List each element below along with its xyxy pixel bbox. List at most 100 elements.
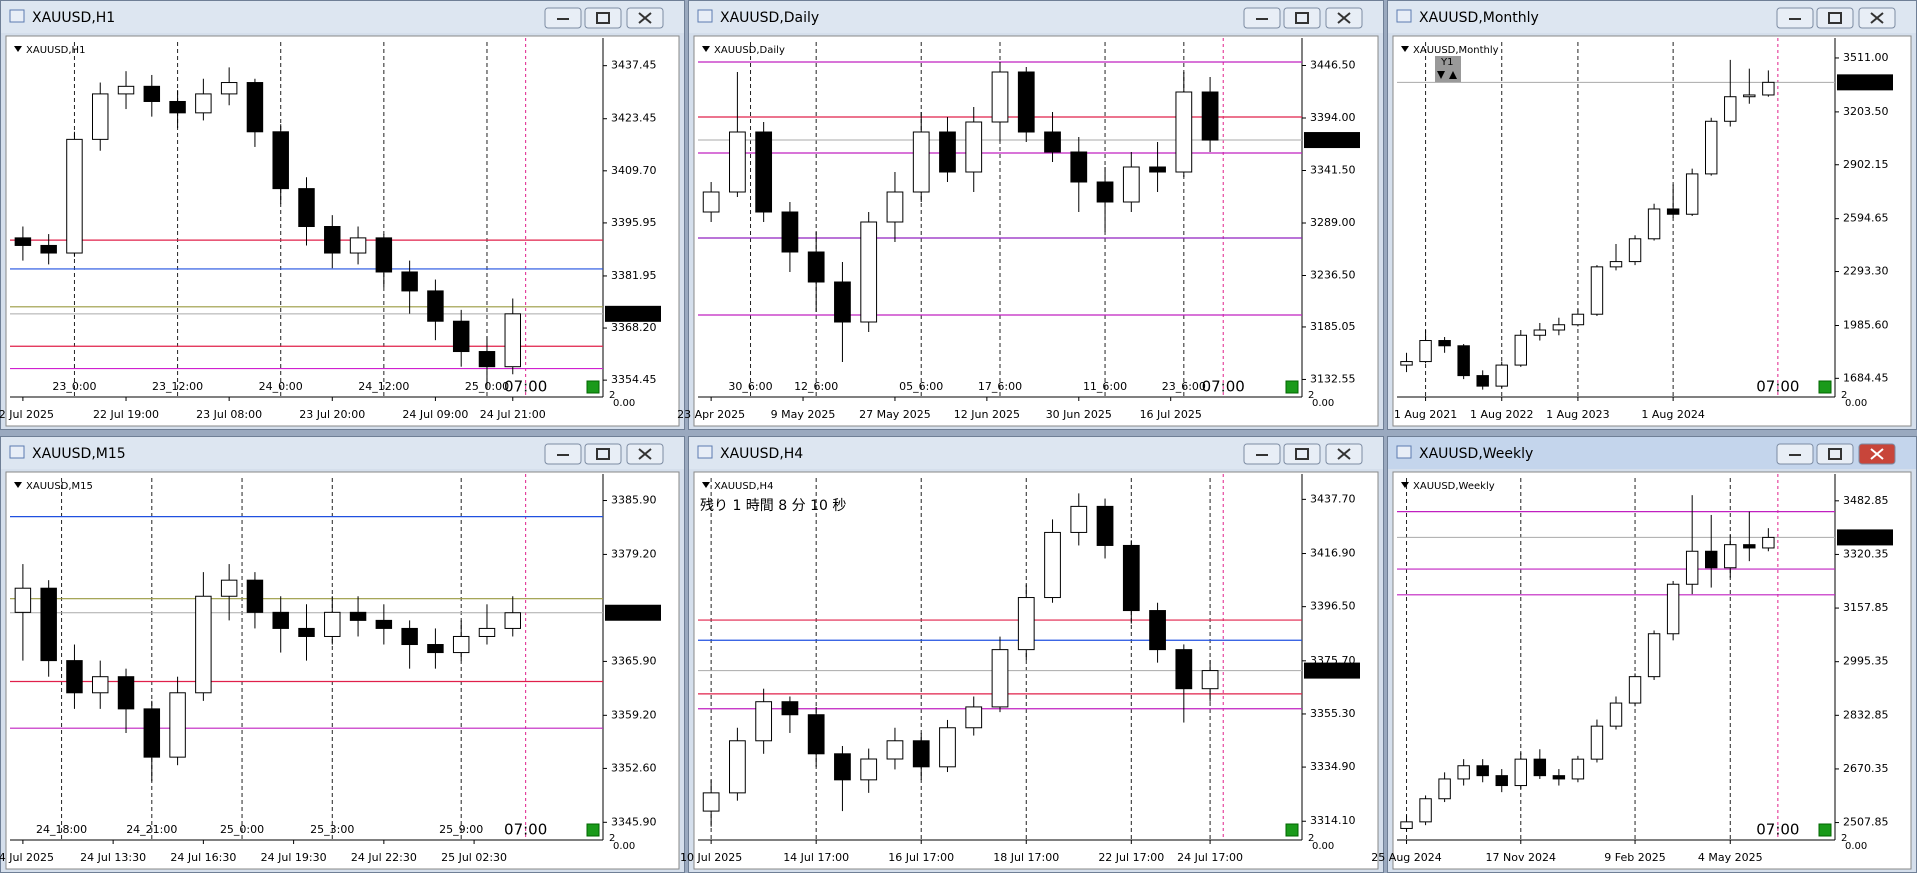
candle-body: [169, 100, 186, 114]
x-tick-label: 24 Jul 22:30: [351, 851, 417, 864]
candle-body: [1590, 266, 1604, 315]
status-indicator: [1285, 380, 1299, 394]
candle-body: [1122, 166, 1140, 203]
candle-body: [14, 237, 32, 246]
candle-body: [755, 131, 773, 213]
y-tick-label: 2902.15: [1843, 158, 1889, 171]
candle-body: [1096, 505, 1114, 546]
x-tick-label: 23 Jul 20:00: [299, 408, 365, 421]
corner-label: 0.00: [613, 398, 635, 409]
symbol-arrow: [1401, 46, 1409, 52]
candle-body: [246, 579, 264, 613]
corner-label: 0.00: [1312, 398, 1334, 409]
maximize-button[interactable]: [1283, 7, 1321, 29]
candle-body: [1762, 536, 1775, 549]
candle-body: [1149, 610, 1166, 651]
candle-body: [40, 244, 57, 254]
chart-window: XAUUSD,M15 24_18:00 24_21:00 25_0:00 25_3:00…: [0, 436, 685, 873]
x-tick-label: 24 Jul 09:00: [402, 408, 468, 421]
x-tick-label: 1 Aug 2022: [1470, 408, 1533, 421]
candle-body: [1666, 583, 1680, 635]
maximize-button[interactable]: [1816, 7, 1854, 29]
close-icon: [1337, 12, 1351, 24]
candle-body: [169, 692, 186, 758]
candle-body: [1685, 550, 1699, 585]
close-icon: [1337, 448, 1351, 460]
candle-body: [1724, 544, 1737, 569]
y-tick-label: 3368.20: [611, 321, 657, 334]
x-tick-label: 22 Jul 19:00: [93, 408, 159, 421]
symbol-arrow: [1401, 482, 1409, 488]
maximize-icon: [596, 12, 610, 24]
separator-label: 11_6:00: [1083, 380, 1127, 393]
symbol-label: XAUUSD,Monthly: [1413, 45, 1499, 56]
y-tick-label: 1985.60: [1843, 319, 1889, 332]
separator-label: 30_6:00: [728, 380, 772, 393]
x-tick-label: 16 Jul 17:00: [888, 851, 954, 864]
candle-body: [702, 191, 720, 213]
y-tick-label: 3345.90: [611, 815, 657, 828]
corner-label: 0.00: [1845, 398, 1867, 409]
x-tick-label: 24 Jul 13:30: [80, 851, 146, 864]
maximize-button[interactable]: [584, 7, 622, 29]
candle-body: [1571, 313, 1585, 326]
candle-body: [886, 191, 904, 223]
symbol-arrow: [702, 482, 710, 488]
symbol-label: XAUUSD,H1: [26, 45, 85, 56]
separator-label: 24_0:00: [259, 380, 303, 393]
chart-window: XAUUSD,Daily 30_6:00 12_6:00 05_6:00 17_6:00…: [677, 0, 1384, 430]
y-tick-label: 3320.35: [1843, 547, 1889, 560]
window-title: XAUUSD,Monthly: [1419, 10, 1539, 26]
window-title: XAUUSD,Weekly: [1419, 446, 1533, 462]
y-tick-label: 3437.70: [1310, 492, 1356, 505]
current-price-box: [1304, 132, 1360, 149]
maximize-icon: [1295, 448, 1309, 460]
x-tick-label: 25 Aug 2024: [1371, 851, 1441, 864]
corner-label: 2: [1308, 390, 1314, 401]
candle-body: [401, 627, 418, 646]
candle-body: [1096, 181, 1114, 203]
current-price-label: 3371.95: [1841, 530, 1887, 543]
session-label: 07:00: [1756, 821, 1799, 839]
corner-label: 2: [1308, 833, 1314, 844]
candle-body: [1175, 91, 1193, 173]
separator-label: 24_18:00: [36, 823, 87, 836]
candle-body: [1743, 544, 1756, 549]
maximize-button[interactable]: [1816, 443, 1854, 465]
candle-body: [504, 313, 521, 368]
maximize-button[interactable]: [1283, 443, 1321, 465]
maximize-icon: [1828, 12, 1842, 24]
symbol-arrow: [702, 46, 710, 52]
candle-body: [298, 627, 315, 637]
candle-body: [1400, 361, 1413, 366]
y-tick-label: 2832.85: [1843, 708, 1889, 721]
candle-body: [220, 579, 238, 597]
x-tick-label: 30 Jun 2025: [1046, 408, 1112, 421]
y-tick-label: 3236.50: [1310, 269, 1356, 282]
y-tick-label: 3446.50: [1310, 59, 1356, 72]
window-title: XAUUSD,H1: [32, 10, 115, 26]
candle-body: [1609, 261, 1623, 268]
candle-body: [427, 644, 444, 654]
candle-body: [1457, 765, 1470, 780]
status-indicator: [1818, 380, 1832, 394]
y-tick-label: 3352.60: [611, 761, 657, 774]
x-tick-label: 22 Jul 17:00: [1098, 851, 1164, 864]
candle-body: [702, 792, 720, 812]
x-tick-label: 27 May 2025: [859, 408, 931, 421]
candle-body: [1400, 821, 1413, 829]
marker-arrows: [1437, 71, 1457, 79]
y-tick-label: 3423.45: [611, 112, 657, 125]
corner-label: 2: [1841, 390, 1847, 401]
x-tick-label: 1 Aug 2024: [1641, 408, 1704, 421]
candle-body: [834, 753, 851, 781]
candle-body: [1552, 324, 1566, 331]
candle-body: [1647, 208, 1661, 240]
x-tick-label: 23 Apr 2025: [677, 408, 745, 421]
candle-body: [478, 627, 496, 637]
session-label: 07:00: [1756, 378, 1799, 396]
current-price-label: 3371.95: [1841, 75, 1887, 88]
candle-body: [1628, 238, 1642, 263]
maximize-button[interactable]: [584, 443, 622, 465]
candle-body: [834, 281, 851, 323]
